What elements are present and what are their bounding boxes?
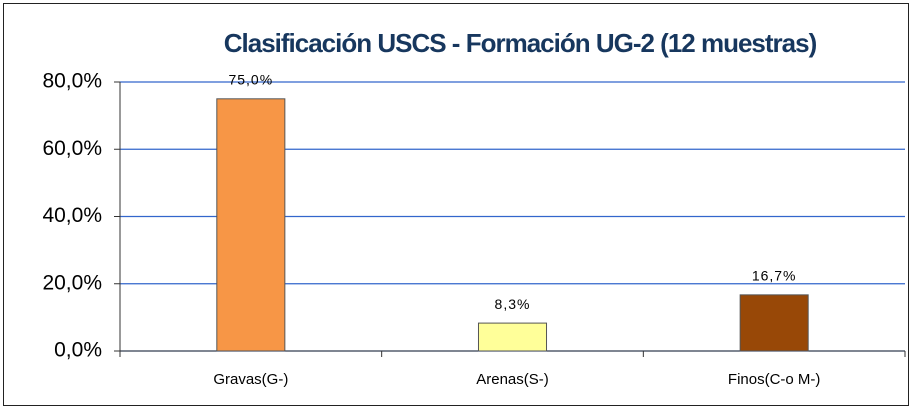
chart-title: Clasificación USCS - Formación UG-2 (12 … (224, 28, 817, 58)
y-tick-label: 80,0% (42, 70, 102, 93)
bar (216, 98, 286, 352)
x-tick-label: Finos(C-o M-) (728, 371, 821, 388)
data-label: 16,7% (752, 268, 797, 284)
bar (739, 294, 809, 352)
x-tick-label: Gravas(G-) (213, 371, 288, 388)
data-label: 8,3% (495, 296, 531, 312)
data-label: 75,0% (228, 72, 273, 88)
bar (477, 322, 548, 352)
y-tick-label: 60,0% (42, 137, 102, 160)
y-tick-label: 40,0% (42, 204, 102, 227)
y-tick-label: 20,0% (42, 271, 102, 294)
x-tick-label: Arenas(S-) (476, 371, 549, 388)
y-tick-label: 0,0% (54, 339, 102, 362)
